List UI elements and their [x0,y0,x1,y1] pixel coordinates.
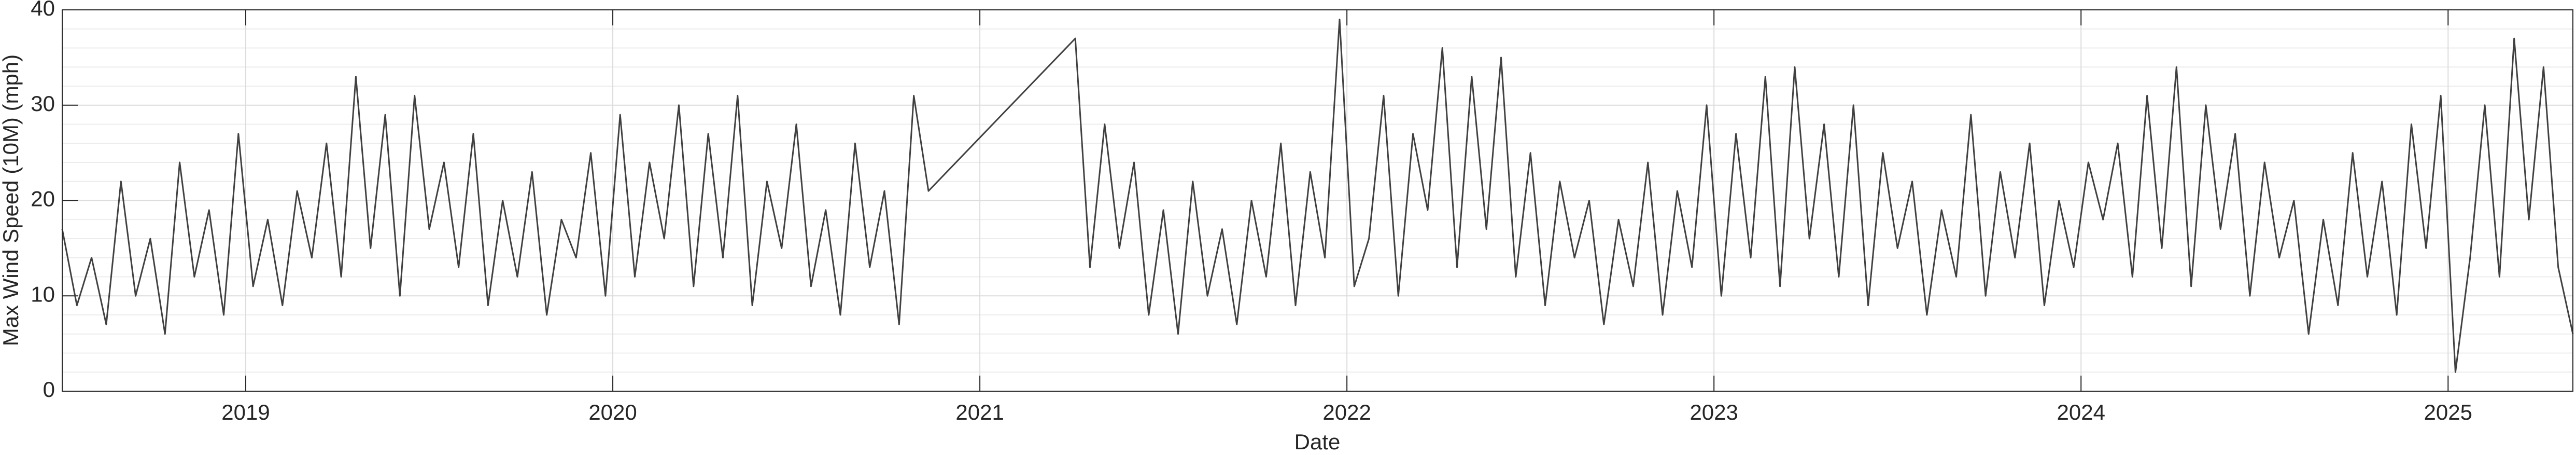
x-axis-label: Date [1294,430,1341,454]
y-tick-label: 10 [31,282,55,306]
y-tick-label: 0 [43,377,55,402]
plot-frame [62,9,2573,392]
x-tick-label: 2021 [955,400,1004,424]
x-tick-label: 2022 [1322,400,1371,424]
x-tick-label: 2019 [221,400,270,424]
data-line [61,18,2574,373]
x-tick-label: 2023 [1690,400,1738,424]
y-tick-label: 30 [31,91,55,116]
x-tick-label: 2020 [588,400,637,424]
y-tick-label: 20 [31,187,55,211]
y-tick-label: 40 [31,0,55,20]
y-axis-label: Max Wind Speed (10M) (mph) [0,54,23,347]
x-tick-label: 2025 [2424,400,2472,424]
x-tick-label: 2024 [2057,400,2105,424]
